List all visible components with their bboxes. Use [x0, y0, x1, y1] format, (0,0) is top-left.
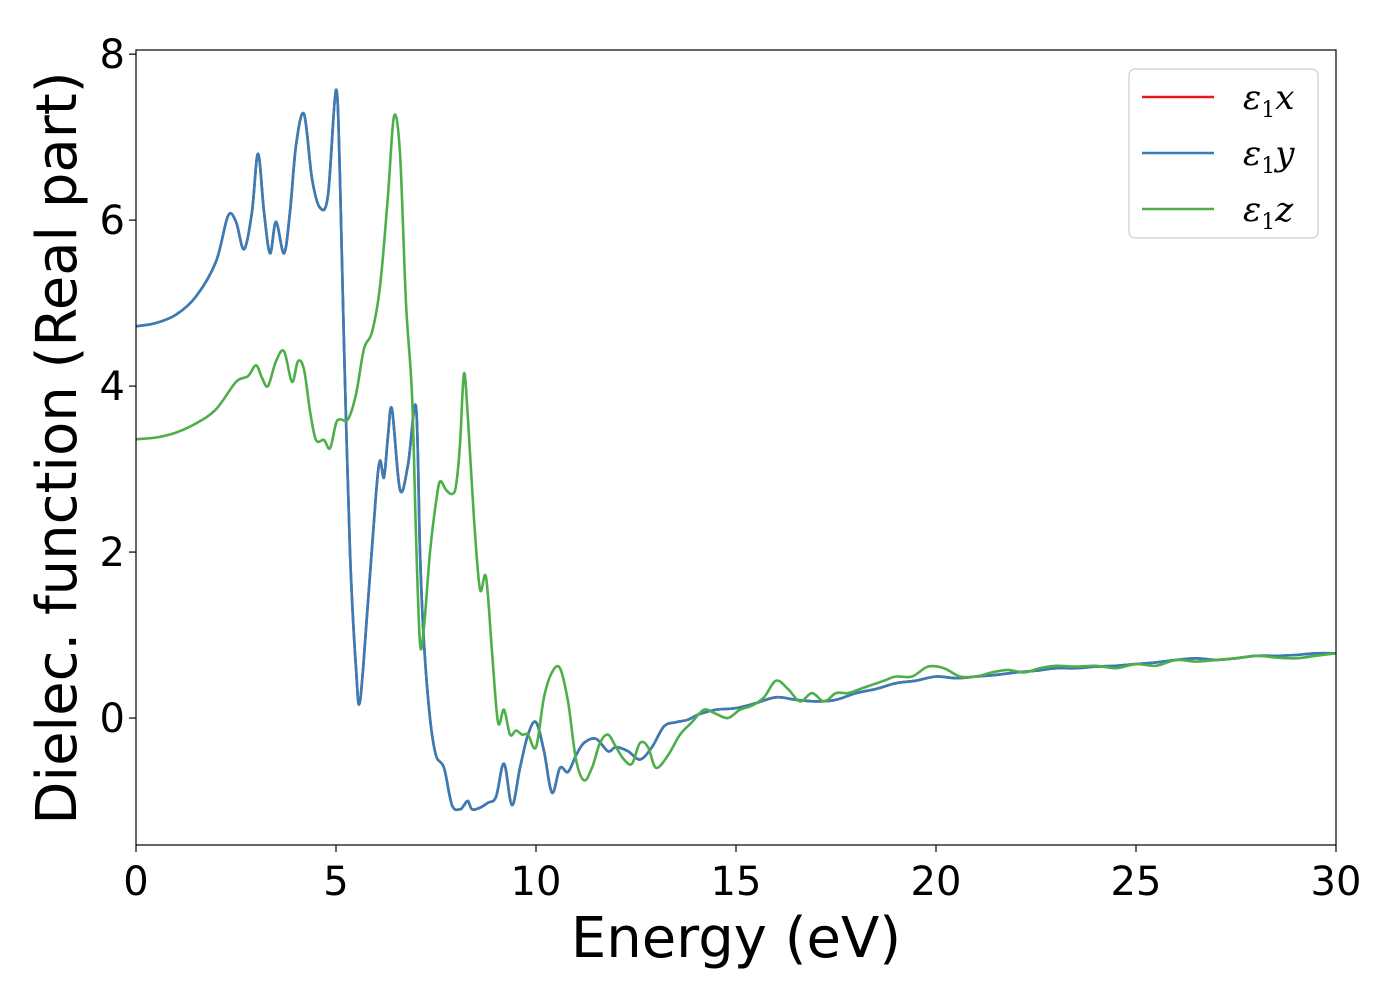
x-tick-label: 10: [511, 859, 562, 905]
legend-label-y: ε1y: [1243, 134, 1295, 179]
y-tick-label: 0: [100, 696, 125, 742]
legend-box: [1128, 68, 1319, 239]
legend-label-x: ε1x: [1243, 78, 1294, 123]
series-line-y: [136, 88, 1336, 812]
x-tick-label: 30: [1311, 859, 1362, 905]
x-axis: 0 5 10 15 20 25 30: [123, 845, 1361, 905]
y-tick-label: 6: [100, 198, 125, 244]
series-line-z: [136, 113, 1336, 782]
x-tick-label: 25: [1111, 859, 1162, 905]
y-tick-label: 8: [100, 32, 125, 78]
y-tick-label: 4: [100, 364, 125, 410]
x-tick-label: 0: [123, 859, 148, 905]
y-tick-label: 2: [100, 530, 125, 576]
legend-label-z: ε1z: [1243, 190, 1294, 235]
legend: ε1x ε1y ε1z: [1128, 68, 1319, 239]
y-axis-label: Dielec. function (Real part): [25, 71, 90, 824]
y-axis: 0 2 4 6 8: [100, 32, 136, 742]
x-tick-label: 15: [711, 859, 762, 905]
x-tick-label: 20: [911, 859, 962, 905]
x-axis-label: Energy (eV): [571, 906, 901, 971]
series-layer: [136, 88, 1336, 812]
x-tick-label: 5: [323, 859, 348, 905]
